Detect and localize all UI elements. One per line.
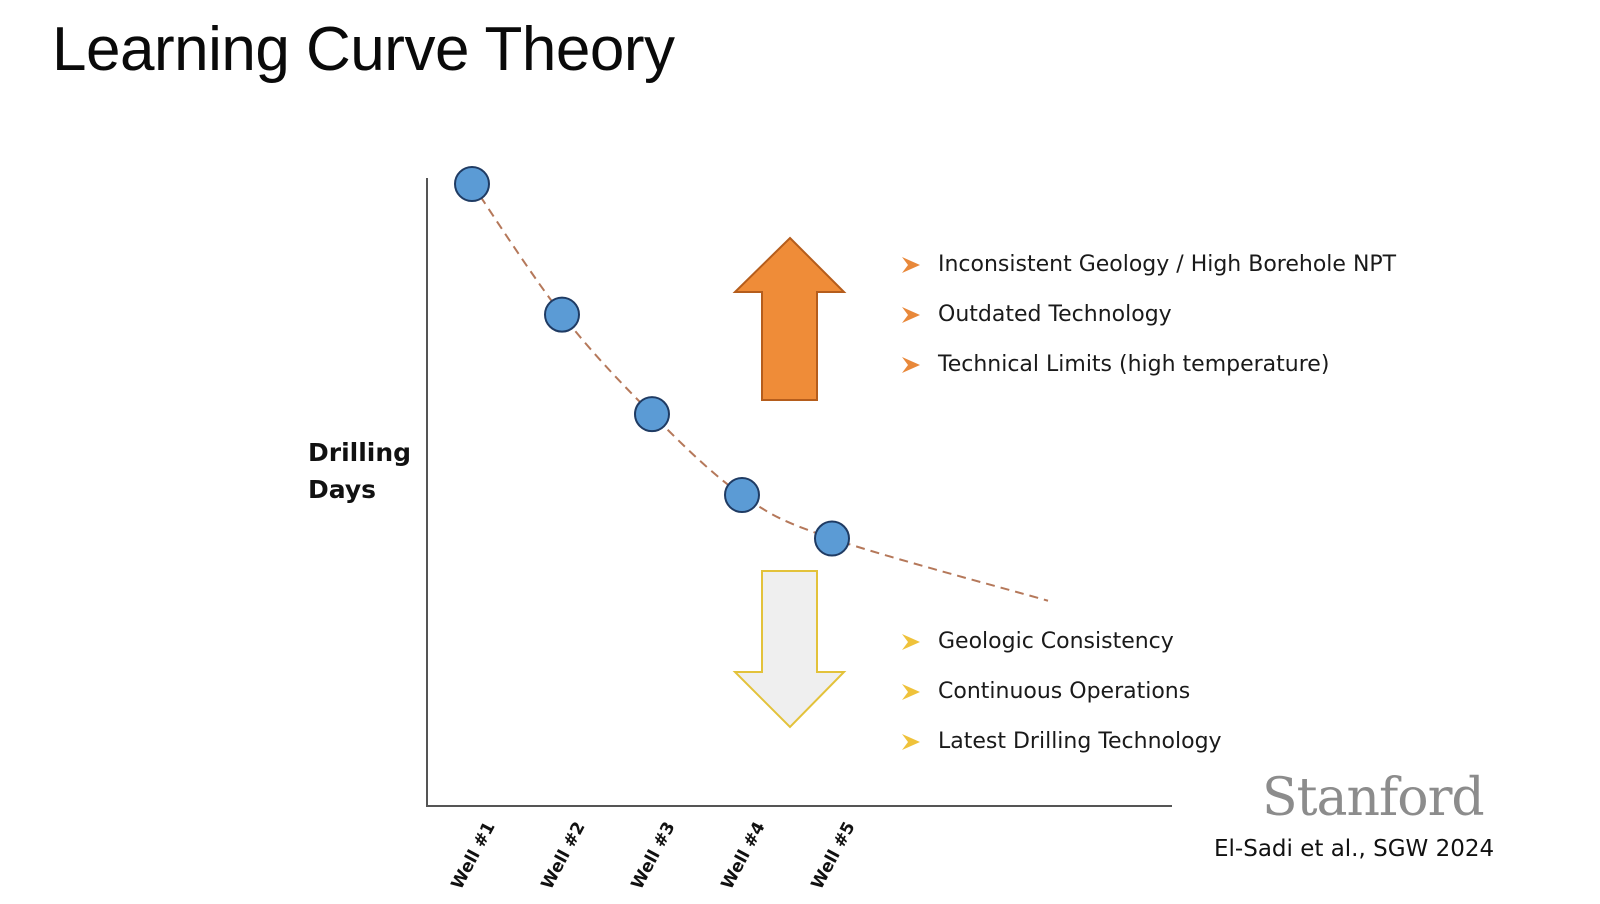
slide-title: Learning Curve Theory [52, 15, 675, 84]
down_factors-label: Latest Drilling Technology [938, 729, 1222, 754]
citation: El-Sadi et al., SGW 2024 [1214, 836, 1495, 862]
up_factors-label: Outdated Technology [938, 302, 1172, 327]
increase-factors-list: Inconsistent Geology / High Borehole NPT… [900, 249, 1396, 399]
data-point-well-4 [724, 477, 760, 513]
y-axis-label-line-1: Drilling [308, 438, 412, 467]
data-points [454, 166, 850, 557]
decrease-factors-list: Geologic Consistency Continuous Operation… [900, 626, 1222, 776]
x-tick-label-3: Well #3 [628, 819, 680, 893]
y-axis-label: Drilling Days [308, 434, 411, 508]
y-axis-label-line-2: Days [308, 475, 377, 504]
down-arrow-icon [732, 570, 847, 729]
arrowhead-bullet-icon [902, 357, 920, 373]
down_factors-label: Continuous Operations [938, 679, 1191, 704]
x-tick-labels: Well #1 Well #2 Well #3 Well #4 Well #5 [448, 818, 860, 892]
trend-line [471, 183, 1049, 602]
arrowhead-bullet-icon [902, 634, 920, 650]
up_factors-label: Technical Limits (high temperature) [938, 352, 1330, 377]
up_factors-item-2: Outdated Technology [900, 299, 1396, 349]
data-point-well-5 [814, 520, 850, 557]
data-point-well-1 [454, 166, 490, 202]
x-tick-label-4: Well #4 [718, 818, 770, 892]
x-tick-label-1: Well #1 [448, 819, 500, 893]
down_factors-item-3: Latest Drilling Technology [900, 726, 1222, 776]
down_factors-item-2: Continuous Operations [900, 676, 1222, 726]
chart-axes [426, 178, 1172, 807]
arrowhead-bullet-icon [902, 257, 920, 273]
down_factors-label: Geologic Consistency [938, 629, 1174, 654]
up_factors-label: Inconsistent Geology / High Borehole NPT [938, 252, 1397, 277]
stanford-logo: Stanford [1262, 768, 1485, 828]
arrowhead-bullet-icon [902, 684, 920, 700]
data-point-well-2 [544, 296, 580, 333]
x-tick-label-2: Well #2 [538, 819, 590, 893]
arrowhead-bullet-icon [902, 307, 920, 323]
up_factors-item-1: Inconsistent Geology / High Borehole NPT [900, 249, 1396, 299]
up_factors-item-3: Technical Limits (high temperature) [900, 349, 1396, 399]
up-arrow-icon [732, 236, 847, 401]
down_factors-item-1: Geologic Consistency [900, 626, 1222, 676]
arrowhead-bullet-icon [902, 734, 920, 750]
data-point-well-3 [634, 396, 670, 433]
x-tick-label-5: Well #5 [808, 819, 860, 893]
